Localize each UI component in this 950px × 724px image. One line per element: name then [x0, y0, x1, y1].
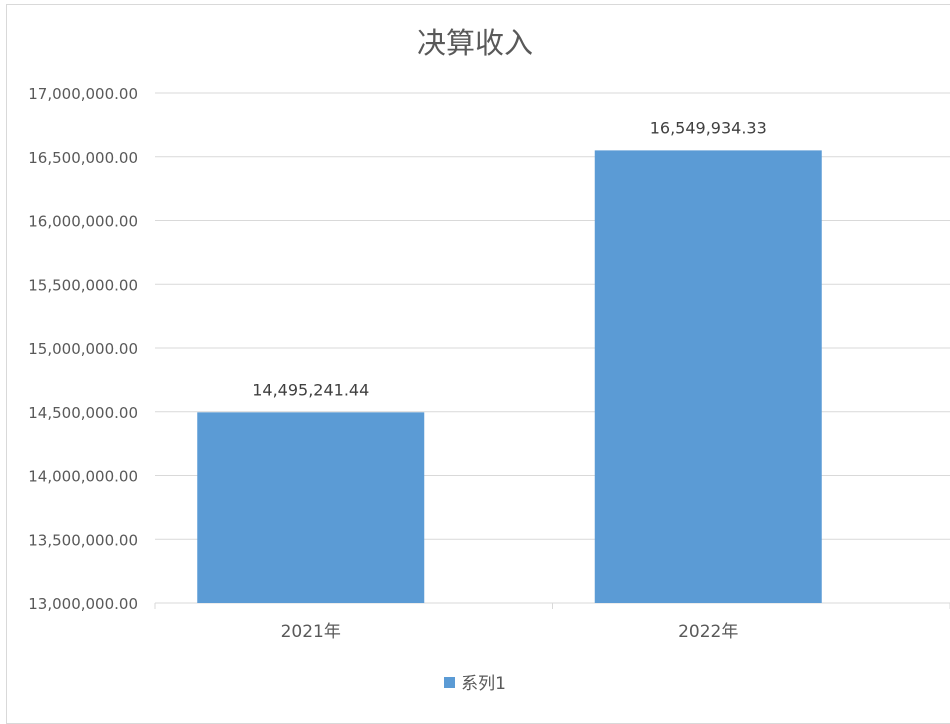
y-tick-label: 16,000,000.00 [28, 213, 138, 231]
legend: 系列1 [0, 669, 950, 694]
chart-title: 决算收入 [416, 26, 533, 60]
data-label: 14,495,241.44 [252, 380, 369, 399]
y-tick-label: 15,000,000.00 [28, 340, 138, 358]
legend-label: 系列1 [461, 674, 506, 694]
bar [594, 150, 822, 604]
y-tick-label: 14,500,000.00 [28, 404, 138, 422]
y-tick-label: 13,000,000.00 [28, 595, 138, 613]
bar [197, 412, 425, 603]
y-tick-label: 16,500,000.00 [28, 149, 138, 167]
data-label: 16,549,934.33 [650, 118, 767, 137]
x-tick-label: 2021年 [281, 622, 341, 642]
y-tick-label: 13,500,000.00 [28, 531, 138, 549]
y-tick-label: 14,000,000.00 [28, 468, 138, 486]
legend-swatch [444, 676, 456, 688]
y-tick-label: 17,000,000.00 [28, 85, 138, 103]
x-tick-label: 2022年 [678, 622, 738, 642]
y-tick-label: 15,500,000.00 [28, 276, 138, 294]
